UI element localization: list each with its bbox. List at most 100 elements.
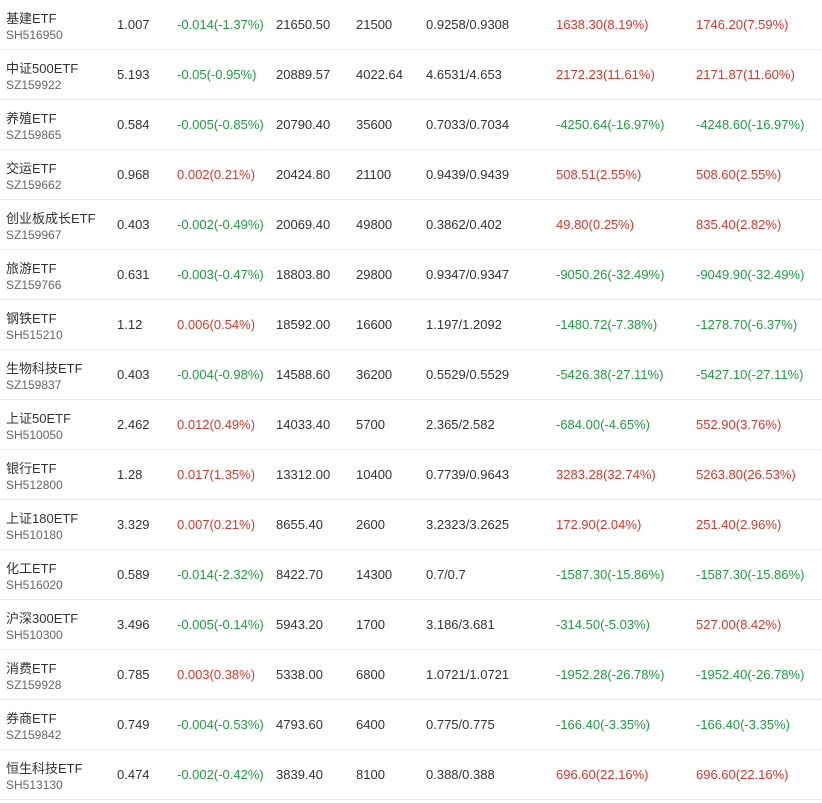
price-cell: 0.749 xyxy=(117,717,150,732)
fund-name[interactable]: 消费ETF xyxy=(6,661,57,676)
change-cell: 0.012(0.49%) xyxy=(177,417,256,432)
fund-code: SH512800 xyxy=(6,478,63,492)
fund-name[interactable]: 上证180ETF xyxy=(6,511,79,526)
fund-code: SZ159842 xyxy=(6,728,62,742)
table-row[interactable]: 消费ETF SZ159928 0.785 0.003(0.38%) 5338.0… xyxy=(0,650,822,700)
fund-name[interactable]: 生物科技ETF xyxy=(6,361,83,376)
quantity-cell: 8100 xyxy=(356,767,385,782)
table-row[interactable]: 养殖ETF SZ159865 0.584 -0.005(-0.85%) 2079… xyxy=(0,100,822,150)
cost-cell: 0.775/0.775 xyxy=(426,717,495,732)
price-cell: 0.474 xyxy=(117,767,150,782)
quantity-cell: 2600 xyxy=(356,517,385,532)
total-profit-loss-cell: -1278.70(-6.37%) xyxy=(696,317,798,332)
table-row[interactable]: 化工ETF SH516020 0.589 -0.014(-2.32%) 8422… xyxy=(0,550,822,600)
profit-loss-cell: 2172.23(11.61%) xyxy=(556,67,655,82)
fund-code: SH510180 xyxy=(6,528,63,542)
holding-value-cell: 20889.57 xyxy=(276,67,331,82)
profit-loss-cell: 1638.30(8.19%) xyxy=(556,17,649,32)
total-profit-loss-cell: -166.40(-3.35%) xyxy=(696,717,790,732)
price-cell: 3.496 xyxy=(117,617,150,632)
quantity-cell: 49800 xyxy=(356,217,393,232)
fund-name[interactable]: 上证50ETF xyxy=(6,411,72,426)
fund-name[interactable]: 银行ETF xyxy=(6,461,57,476)
quantity-cell: 36200 xyxy=(356,367,393,382)
price-cell: 0.589 xyxy=(117,567,150,582)
table-row[interactable]: 银行ETF SH512800 1.28 0.017(1.35%) 13312.0… xyxy=(0,450,822,500)
fund-name[interactable]: 养殖ETF xyxy=(6,111,57,126)
holding-value-cell: 14588.60 xyxy=(276,367,331,382)
cost-cell: 0.9258/0.9308 xyxy=(426,17,510,32)
fund-name[interactable]: 券商ETF xyxy=(6,711,57,726)
total-profit-loss-cell: 835.40(2.82%) xyxy=(696,217,782,232)
change-cell: 0.003(0.38%) xyxy=(177,667,256,682)
total-profit-loss-cell: 508.60(2.55%) xyxy=(696,167,782,182)
total-profit-loss-cell: 5263.80(26.53%) xyxy=(696,467,796,482)
fund-name[interactable]: 旅游ETF xyxy=(6,261,57,276)
cost-cell: 0.9347/0.9347 xyxy=(426,267,510,282)
holding-value-cell: 8655.40 xyxy=(276,517,323,532)
quantity-cell: 10400 xyxy=(356,467,393,482)
table-row[interactable]: 沪深300ETF SH510300 3.496 -0.005(-0.14%) 5… xyxy=(0,600,822,650)
profit-loss-cell: -5426.38(-27.11%) xyxy=(556,367,664,382)
fund-name[interactable]: 钢铁ETF xyxy=(6,311,57,326)
cost-cell: 0.388/0.388 xyxy=(426,767,495,782)
fund-code: SH516950 xyxy=(6,28,63,42)
table-row[interactable]: 券商ETF SZ159842 0.749 -0.004(-0.53%) 4793… xyxy=(0,700,822,750)
change-cell: -0.014(-1.37%) xyxy=(177,17,264,32)
cost-cell: 0.7739/0.9643 xyxy=(426,467,510,482)
table-row[interactable]: 钢铁ETF SH515210 1.12 0.006(0.54%) 18592.0… xyxy=(0,300,822,350)
table-row[interactable]: 恒生科技ETF SH513130 0.474 -0.002(-0.42%) 38… xyxy=(0,750,822,800)
price-cell: 0.403 xyxy=(117,367,150,382)
table-row[interactable]: 上证50ETF SH510050 2.462 0.012(0.49%) 1403… xyxy=(0,400,822,450)
change-cell: -0.014(-2.32%) xyxy=(177,567,264,582)
total-profit-loss-cell: 552.90(3.76%) xyxy=(696,417,782,432)
fund-name[interactable]: 恒生科技ETF xyxy=(6,761,83,776)
profit-loss-cell: 696.60(22.16%) xyxy=(556,767,649,782)
change-cell: 0.007(0.21%) xyxy=(177,517,256,532)
total-profit-loss-cell: -9049.90(-32.49%) xyxy=(696,267,805,282)
total-profit-loss-cell: -1952.40(-26.78%) xyxy=(696,667,805,682)
quantity-cell: 21500 xyxy=(356,17,393,32)
holding-value-cell: 3839.40 xyxy=(276,767,323,782)
fund-code: SZ159837 xyxy=(6,378,62,392)
fund-name[interactable]: 交运ETF xyxy=(6,161,57,176)
holding-value-cell: 21650.50 xyxy=(276,17,331,32)
holding-value-cell: 20069.40 xyxy=(276,217,331,232)
cost-cell: 0.5529/0.5529 xyxy=(426,367,510,382)
total-profit-loss-cell: 696.60(22.16%) xyxy=(696,767,789,782)
quantity-cell: 6400 xyxy=(356,717,385,732)
profit-loss-cell: -9050.26(-32.49%) xyxy=(556,267,665,282)
table-row[interactable]: 基建ETF SH516950 1.007 -0.014(-1.37%) 2165… xyxy=(0,0,822,50)
quantity-cell: 1700 xyxy=(356,617,385,632)
quantity-cell: 16600 xyxy=(356,317,393,332)
cost-cell: 4.6531/4.653 xyxy=(426,67,502,82)
table-row[interactable]: 中证500ETF SZ159922 5.193 -0.05(-0.95%) 20… xyxy=(0,50,822,100)
fund-name[interactable]: 沪深300ETF xyxy=(6,611,79,626)
total-profit-loss-cell: -5427.10(-27.11%) xyxy=(696,367,804,382)
fund-name[interactable]: 基建ETF xyxy=(6,11,57,26)
change-cell: 0.006(0.54%) xyxy=(177,317,256,332)
profit-loss-cell: -4250.64(-16.97%) xyxy=(556,117,665,132)
table-row[interactable]: 创业板成长ETF SZ159967 0.403 -0.002(-0.49%) 2… xyxy=(0,200,822,250)
cost-cell: 0.9439/0.9439 xyxy=(426,167,510,182)
fund-name[interactable]: 化工ETF xyxy=(6,561,57,576)
table-row[interactable]: 旅游ETF SZ159766 0.631 -0.003(-0.47%) 1880… xyxy=(0,250,822,300)
cost-cell: 0.7/0.7 xyxy=(426,567,466,582)
price-cell: 1.28 xyxy=(117,467,143,482)
fund-code: SH516020 xyxy=(6,578,63,592)
holding-value-cell: 18803.80 xyxy=(276,267,331,282)
fund-name[interactable]: 中证500ETF xyxy=(6,61,79,76)
price-cell: 5.193 xyxy=(117,67,150,82)
holding-value-cell: 20424.80 xyxy=(276,167,331,182)
change-cell: -0.005(-0.85%) xyxy=(177,117,264,132)
change-cell: -0.05(-0.95%) xyxy=(177,67,257,82)
fund-code: SZ159928 xyxy=(6,678,62,692)
fund-code: SZ159922 xyxy=(6,78,62,92)
table-row[interactable]: 上证180ETF SH510180 3.329 0.007(0.21%) 865… xyxy=(0,500,822,550)
table-row[interactable]: 交运ETF SZ159662 0.968 0.002(0.21%) 20424.… xyxy=(0,150,822,200)
fund-code: SZ159766 xyxy=(6,278,62,292)
fund-name[interactable]: 创业板成长ETF xyxy=(6,211,96,226)
quantity-cell: 29800 xyxy=(356,267,393,282)
fund-code: SH513130 xyxy=(6,778,63,792)
table-row[interactable]: 生物科技ETF SZ159837 0.403 -0.004(-0.98%) 14… xyxy=(0,350,822,400)
